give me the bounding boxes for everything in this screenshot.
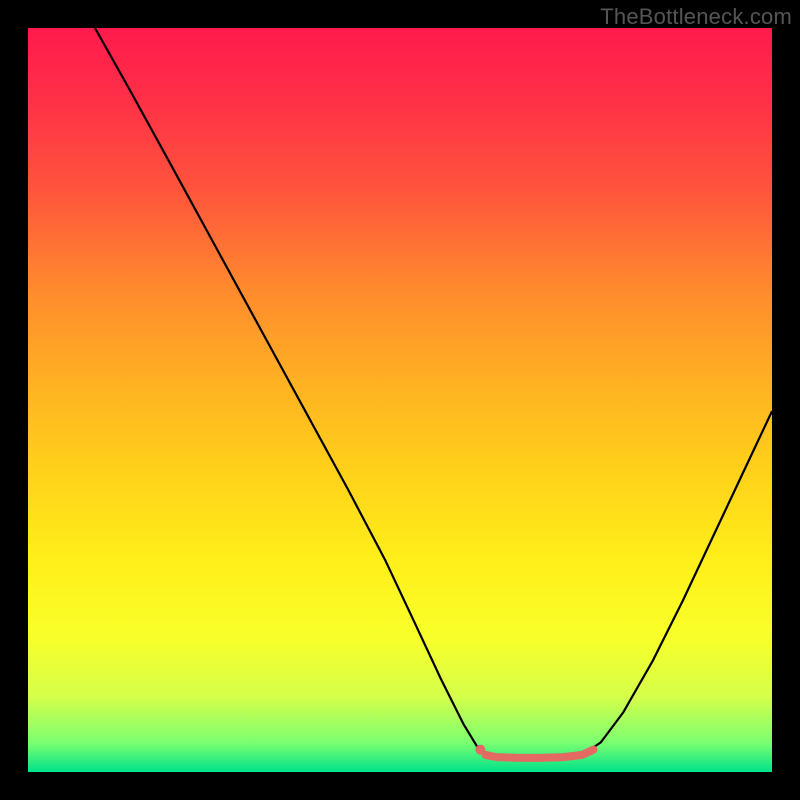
chart-plot-area [28, 28, 772, 772]
outer-frame: TheBottleneck.com [0, 0, 800, 800]
gradient-background [28, 28, 772, 772]
watermark-text: TheBottleneck.com [600, 4, 792, 30]
start-dot-marker [475, 745, 485, 755]
